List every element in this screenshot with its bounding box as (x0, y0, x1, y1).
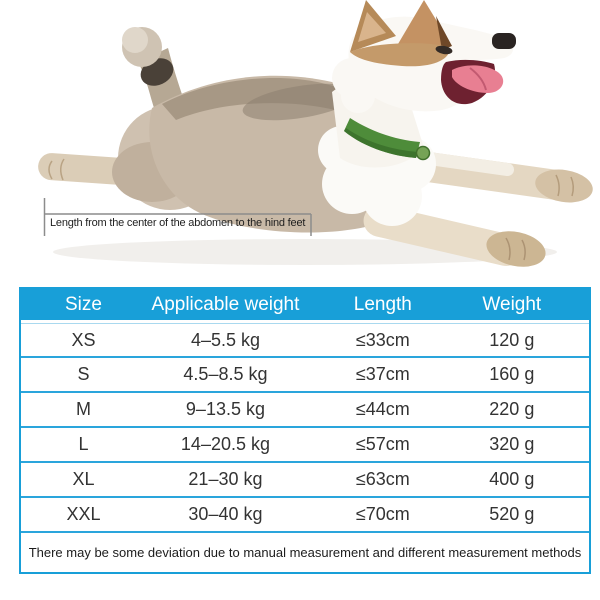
dog-photo: Length from the center of the abdomen to… (0, 0, 600, 285)
dog-tail (122, 27, 190, 125)
cell-length: ≤44cm (355, 399, 410, 419)
dog-collar (344, 118, 431, 161)
table-row-l: L 14–20.5 kg ≤57cm 320 g (21, 428, 589, 463)
cell-size: S (77, 364, 90, 384)
cell-size: XXL (66, 504, 101, 524)
col-header-size: Size (64, 293, 102, 315)
cell-length: ≤37cm (355, 364, 410, 384)
size-chart-table: Size Applicable weight Length Weight XS … (19, 287, 591, 574)
cell-weight: 400 g (489, 469, 535, 489)
dog-illustration (38, 0, 593, 267)
cell-length: ≤33cm (355, 329, 410, 350)
dog-eye (435, 45, 453, 55)
cell-weight: 320 g (489, 434, 535, 454)
cell-applicable-weight: 30–40 kg (188, 504, 263, 524)
col-header-weight: Weight (482, 293, 542, 315)
deviation-note: There may be some deviation due to manua… (21, 533, 589, 572)
cell-size: XL (72, 469, 95, 489)
cell-size: XS (71, 329, 96, 350)
cell-length: ≤57cm (355, 434, 410, 454)
cell-applicable-weight: 4.5–8.5 kg (183, 364, 268, 384)
cell-size: L (78, 434, 89, 454)
cell-weight: 160 g (489, 364, 535, 384)
dog-head (332, 0, 516, 113)
dog-tongue (452, 65, 504, 93)
dog-nose (492, 33, 516, 49)
cell-length: ≤70cm (355, 504, 410, 524)
dog-ear-far (350, 0, 396, 52)
collar-bell (415, 145, 431, 161)
cell-applicable-weight: 4–5.5 kg (190, 329, 260, 350)
table-row-xl: XL 21–30 kg ≤63cm 400 g (21, 463, 589, 498)
table-header-row: Size Applicable weight Length Weight (21, 289, 589, 323)
cell-applicable-weight: 21–30 kg (188, 469, 263, 489)
dog-forehead (350, 43, 450, 67)
table-row-xxl: XXL 30–40 kg ≤70cm 520 g (21, 498, 589, 533)
col-header-length: Length (353, 293, 412, 315)
table-row-xs: XS 4–5.5 kg ≤33cm 120 g (21, 323, 589, 358)
cell-applicable-weight: 9–13.5 kg (185, 399, 265, 419)
measurement-caption: Length from the center of the abdomen to… (50, 217, 306, 229)
table-row-s: S 4.5–8.5 kg ≤37cm 160 g (21, 358, 589, 393)
table-row-m: M 9–13.5 kg ≤44cm 220 g (21, 393, 589, 428)
measurement-bracket (43, 198, 312, 236)
col-header-applicable-weight: Applicable weight (151, 293, 300, 315)
cell-weight: 220 g (489, 399, 535, 419)
dog-ear-near (398, 0, 452, 50)
measurement-annotation: Length from the center of the abdomen to… (43, 197, 333, 241)
cell-size: M (75, 399, 91, 419)
cell-weight: 120 g (489, 329, 535, 350)
cell-weight: 520 g (489, 504, 535, 524)
cell-length: ≤63cm (355, 469, 410, 489)
cell-applicable-weight: 14–20.5 kg (180, 434, 270, 454)
